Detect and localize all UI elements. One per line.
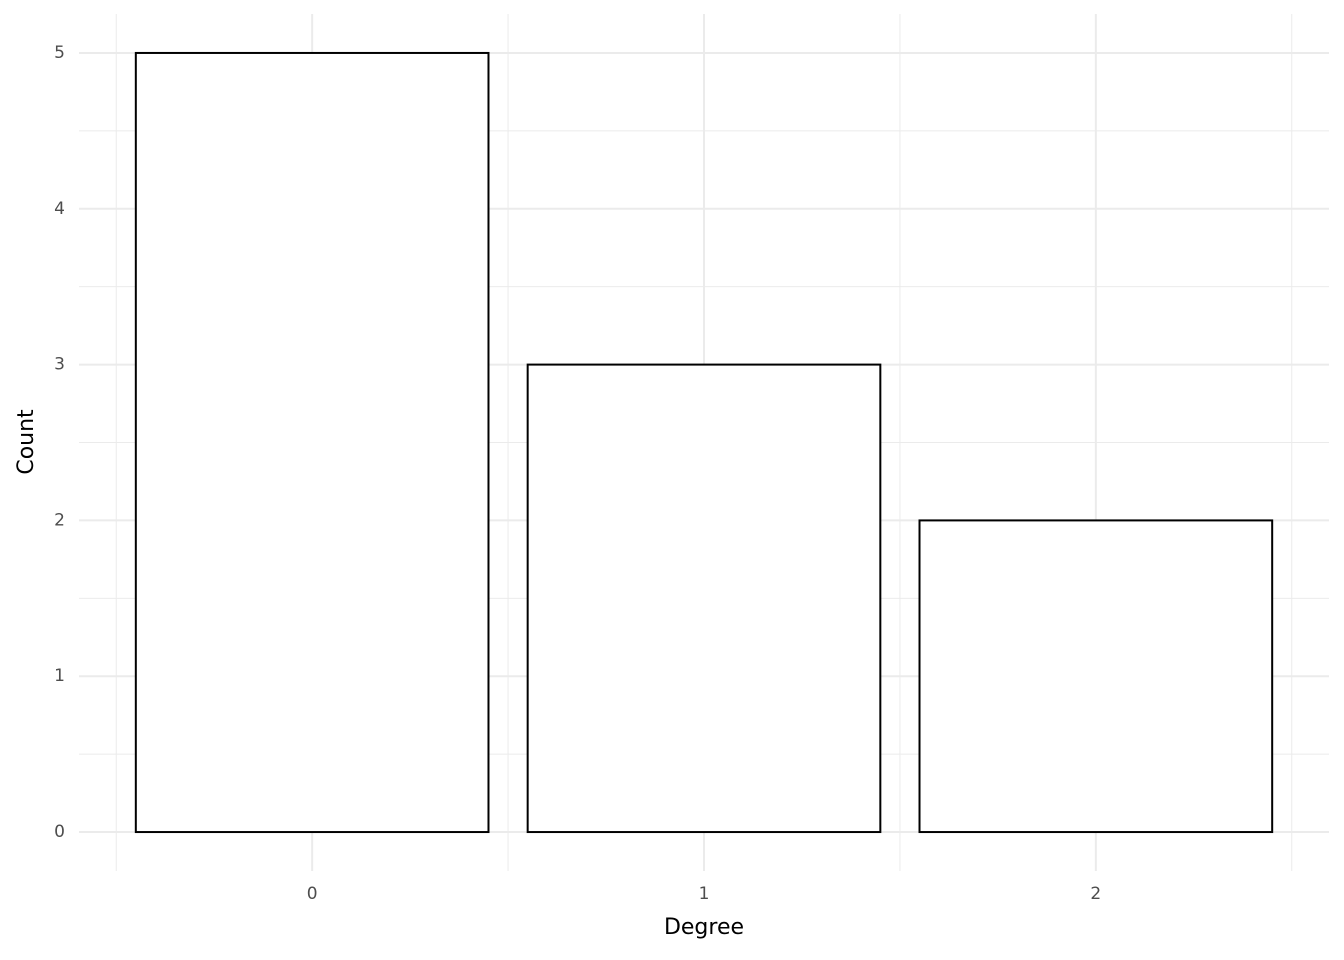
bar: [134, 51, 490, 834]
x-axis-title: Degree: [664, 915, 744, 940]
bar: [918, 519, 1274, 834]
y-tick-label: 1: [54, 666, 65, 686]
y-tick-label: 4: [54, 199, 65, 219]
bar: [526, 363, 882, 834]
y-tick-label: 5: [54, 43, 65, 63]
x-tick-label: 0: [307, 884, 318, 904]
y-axis-title: Count: [14, 409, 39, 475]
x-tick-label: 1: [699, 884, 710, 904]
y-tick-label: 0: [54, 822, 65, 842]
y-tick-label: 2: [54, 510, 65, 530]
x-tick-label: 2: [1090, 884, 1101, 904]
y-tick-label: 3: [54, 355, 65, 375]
